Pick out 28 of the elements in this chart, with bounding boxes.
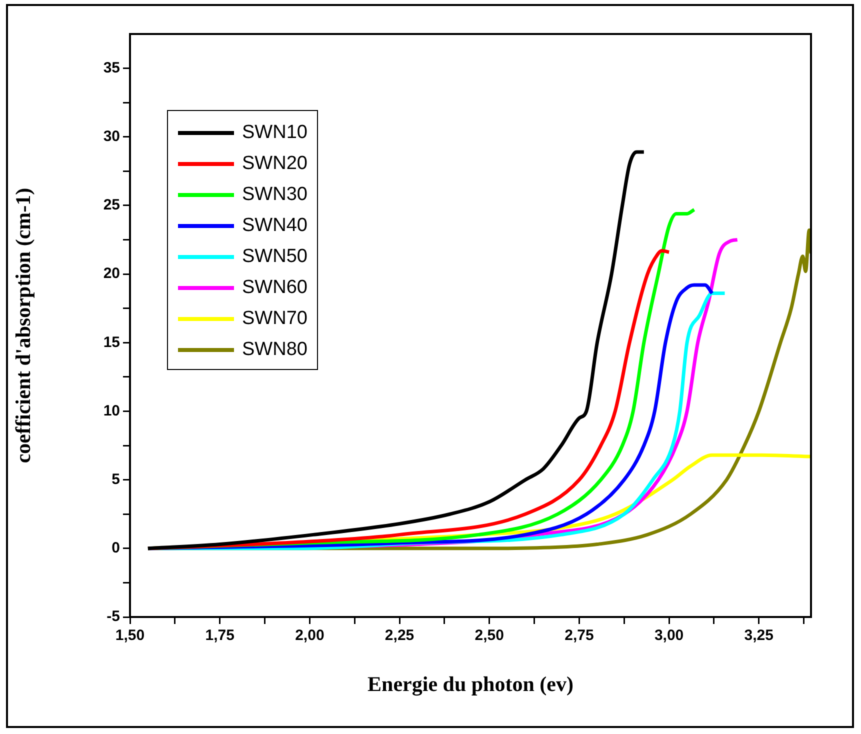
x-tick-label: 3,25 — [744, 627, 774, 644]
y-tick-label: 0 — [112, 540, 120, 557]
legend-label: SWN60 — [242, 276, 308, 298]
y-tick-label: 10 — [103, 402, 120, 420]
y-axis-title: coefficient d'absorption (cm-1) — [11, 188, 36, 464]
y-tick-label: 15 — [103, 334, 120, 351]
legend-label: SWN40 — [242, 214, 308, 236]
y-tick-label: 5 — [112, 470, 120, 488]
legend-label: SWN70 — [242, 308, 308, 330]
x-tick-label: 3,00 — [654, 627, 684, 644]
x-tick-label: 1,50 — [115, 627, 145, 644]
legend-label: SWN50 — [242, 246, 308, 268]
x-tick-label: 2,50 — [474, 627, 504, 644]
x-tick-label: 1,75 — [205, 627, 234, 644]
legend-label: SWN80 — [242, 338, 308, 360]
y-tick-label: 30 — [103, 128, 120, 146]
legend-label: SWN20 — [242, 152, 308, 174]
legend-label: SWN30 — [242, 184, 308, 206]
y-tick-label: -5 — [106, 608, 120, 626]
x-tick-label: 2,00 — [295, 627, 324, 644]
y-tick-label: 25 — [103, 196, 120, 214]
x-tick-label: 2,75 — [564, 627, 594, 644]
x-axis-title: Energie du photon (ev) — [368, 672, 574, 696]
y-tick-label: 35 — [103, 59, 120, 76]
line-series — [146, 150, 646, 550]
y-tick-label: 20 — [103, 265, 120, 282]
x-tick-label: 2,25 — [384, 627, 414, 644]
legend-label: SWN10 — [242, 122, 308, 144]
